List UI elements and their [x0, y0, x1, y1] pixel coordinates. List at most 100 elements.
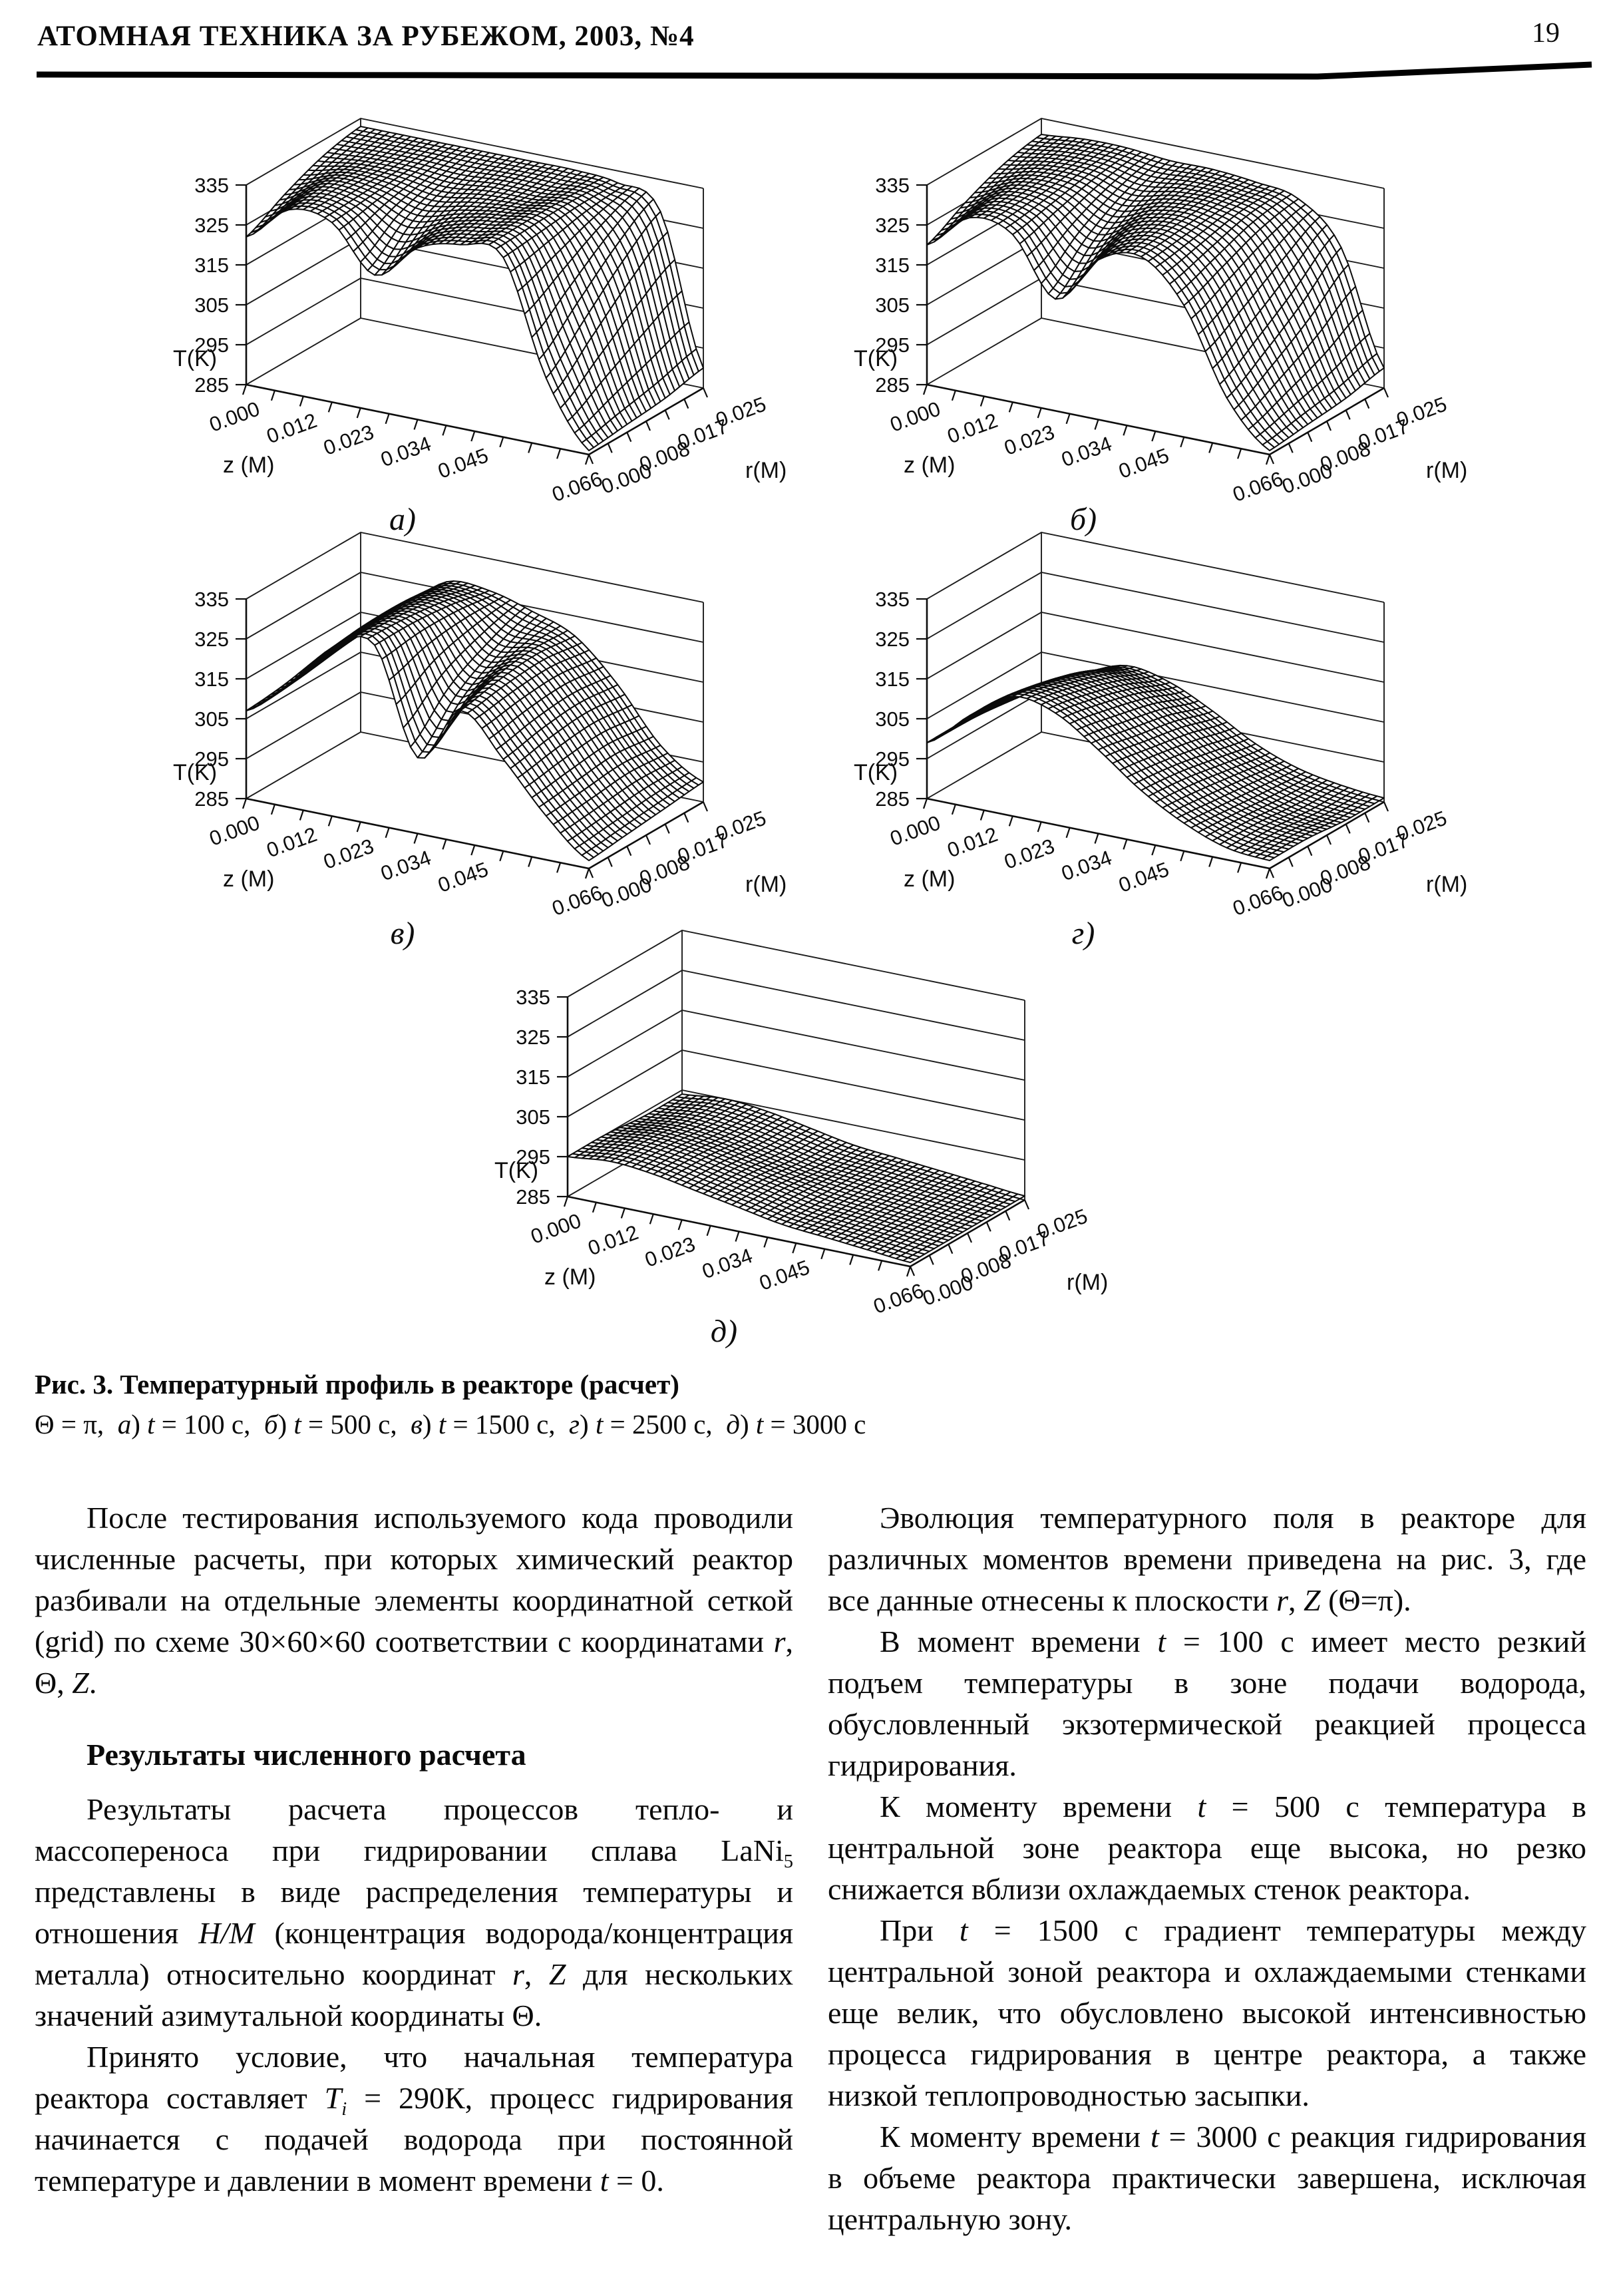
z-axis-tick-label: 0.045: [1115, 857, 1172, 896]
t-axis-tick-label: 335: [516, 986, 550, 1009]
r-axis-tick-label: 0.025: [1393, 806, 1450, 845]
t-axis-tick-label: 305: [875, 293, 910, 317]
z-axis-tick-label: 0.000: [887, 811, 944, 850]
t-axis-title: T(K): [494, 1158, 538, 1183]
z-axis-tick-label: 0.023: [320, 420, 377, 459]
t-axis-tick-label: 285: [875, 787, 910, 811]
t-axis: 285 295 305 315 325 335: [875, 174, 928, 397]
t-axis-tick-label: 325: [516, 1026, 550, 1049]
z-axis-tick-label: 0.045: [435, 857, 491, 896]
figure-caption: Рис. 3. Температурный профиль в реакторе…: [35, 1368, 1206, 1440]
z-axis-tick-label: 0.066: [549, 880, 606, 920]
body-paragraph: К моменту времени t = 500 с температура …: [828, 1790, 1586, 1906]
t-axis-tick-label: 315: [194, 668, 229, 691]
body-paragraph: К моменту времени t = 3000 с реакция гид…: [828, 2120, 1586, 2236]
t-axis-title: T(K): [854, 346, 898, 371]
r-axis-title: r(M): [745, 872, 787, 897]
t-axis-tick-label: 325: [875, 214, 910, 237]
t-axis-tick-label: 315: [194, 254, 229, 277]
axis-walls: [926, 531, 1385, 803]
z-axis-title: z (M): [904, 866, 955, 892]
z-axis-tick-label: 0.066: [1230, 467, 1286, 506]
z-axis-tick-label: 0.066: [549, 467, 606, 506]
section-heading: Результаты численного расчета: [87, 1738, 526, 1772]
axis-walls: [567, 929, 1025, 1201]
t-axis-title: T(K): [173, 760, 217, 785]
text-column-left: После тестирования используемого кода пр…: [35, 1497, 793, 2201]
t-axis-tick-label: 335: [875, 588, 910, 611]
page-number: 19: [1532, 18, 1560, 49]
r-axis-title: r(M): [745, 458, 787, 483]
panel-label: д): [711, 1314, 737, 1349]
t-axis-tick-label: 295: [516, 1145, 550, 1169]
t-axis-title: T(K): [173, 346, 217, 371]
t-axis-tick-label: 325: [194, 628, 229, 651]
z-axis-tick-label: 0.023: [641, 1232, 698, 1271]
z-axis-tick-label: 0.066: [870, 1278, 927, 1318]
t-axis-title: T(K): [854, 760, 898, 785]
t-axis-tick-label: 305: [194, 707, 229, 731]
z-axis-tick-label: 0.012: [944, 823, 1001, 862]
r-axis-tick-label: 0.025: [713, 392, 769, 431]
z-axis-tick-label: 0.000: [887, 397, 944, 436]
r-axis-tick-label: 0.025: [713, 806, 769, 845]
z-axis-tick-label: 0.012: [264, 823, 320, 862]
z-axis-tick-label: 0.012: [944, 409, 1001, 448]
t-axis-tick-label: 295: [194, 333, 229, 357]
body-paragraph: После тестирования используемого кода пр…: [35, 1501, 793, 1700]
panel-label: в): [391, 916, 415, 951]
t-axis-tick-label: 285: [194, 787, 229, 811]
body-paragraph: Принято условие, что начальная температу…: [35, 2040, 794, 2198]
r-axis-tick-label: 0.025: [1393, 392, 1450, 431]
body-paragraph: Эволюция температурного поля в реакторе …: [828, 1501, 1586, 1617]
panel-label: а): [389, 502, 416, 537]
figure-caption-title: Рис. 3. Температурный профиль в реакторе…: [35, 1369, 679, 1400]
t-axis-tick-label: 315: [875, 668, 910, 691]
z-axis-title: z (M): [904, 453, 955, 478]
t-axis-tick-label: 295: [875, 333, 910, 357]
body-paragraph: При t = 1500 с градиент температуры межд…: [828, 1913, 1586, 2112]
z-axis-tick-label: 0.034: [1058, 846, 1115, 885]
t-axis: 285 295 305 315 325 335: [194, 174, 248, 397]
z-axis-tick-label: 0.000: [206, 811, 263, 850]
surface-mesh: [246, 580, 704, 861]
t-axis-tick-label: 335: [194, 588, 229, 611]
body-paragraph: В момент времени t = 100 с имеет место р…: [828, 1625, 1587, 1782]
z-axis-tick-label: 0.023: [1001, 420, 1057, 459]
t-axis: 285 295 305 315 325 335: [194, 588, 248, 811]
r-axis-title: r(M): [1426, 458, 1467, 483]
t-axis-tick-label: 305: [875, 707, 910, 731]
t-axis-tick-label: 325: [194, 214, 229, 237]
t-axis-tick-label: 315: [516, 1065, 550, 1089]
text-column-right: Эволюция температурного поля в реакторе …: [828, 1497, 1586, 2240]
panel-label: б): [1070, 502, 1097, 537]
t-axis-tick-label: 295: [194, 747, 229, 771]
journal-title: АТОМНАЯ ТЕХНИКА ЗА РУБЕЖОМ, 2003, №4: [37, 21, 695, 52]
t-axis-tick-label: 285: [516, 1185, 550, 1209]
figure-caption-detail: Θ = π, а) t = 100 с, б) t = 500 с, в) t …: [35, 1409, 866, 1439]
z-axis-tick-label: 0.023: [1001, 834, 1057, 873]
z-axis-tick-label: 0.045: [435, 443, 491, 482]
z-axis-tick-label: 0.034: [377, 846, 434, 885]
t-axis-tick-label: 335: [875, 174, 910, 197]
t-axis-tick-label: 305: [194, 293, 229, 317]
header-rule: [36, 61, 1592, 80]
surface-mesh: [246, 126, 704, 451]
t-axis-tick-label: 285: [875, 373, 910, 397]
t-axis-tick-label: 295: [875, 747, 910, 771]
z-axis-tick-label: 0.034: [377, 432, 434, 471]
surface-mesh: [926, 134, 1385, 451]
surface-mesh: [567, 1093, 1025, 1263]
r-axis-title: r(M): [1067, 1270, 1108, 1295]
surface-mesh: [926, 664, 1385, 861]
t-axis-tick-label: 335: [194, 174, 229, 197]
r-axis-title: r(M): [1426, 872, 1467, 897]
r-axis-tick-label: 0.025: [1034, 1204, 1091, 1243]
z-axis-tick-label: 0.012: [264, 409, 320, 448]
